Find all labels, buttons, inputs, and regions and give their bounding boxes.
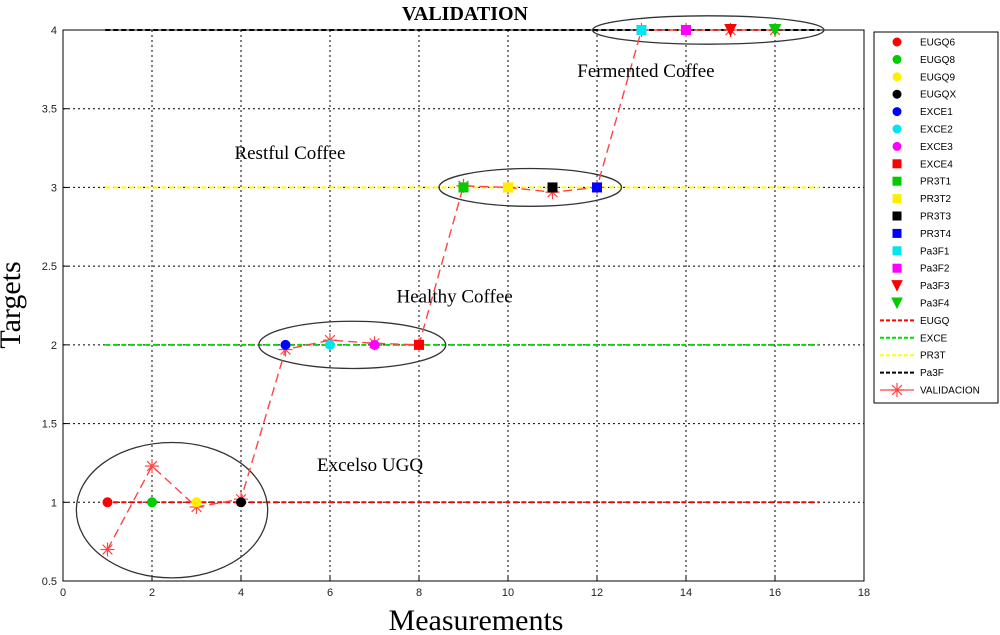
x-tick-label: 14 [680, 587, 692, 599]
chart-title: VALIDATION [402, 3, 529, 25]
y-tick-label: 3.5 [42, 104, 57, 116]
legend-label: EUGQ6 [920, 38, 955, 49]
legend-label: PR3T3 [920, 212, 952, 223]
legend-marker-pa3f2 [892, 263, 902, 273]
annotation-label: Healthy Coffee [396, 286, 512, 307]
x-tick-label: 6 [327, 587, 333, 599]
group-ellipse-1 [75, 441, 269, 579]
legend-marker-eugq6 [892, 37, 902, 47]
legend-label: PR3T [920, 351, 946, 362]
y-tick-label: 0.5 [42, 576, 57, 588]
point-pr3t1 [458, 182, 469, 193]
legend-marker-pr3t1 [892, 176, 902, 186]
x-tick-label: 8 [416, 587, 422, 599]
validation-point [145, 459, 159, 474]
x-tick-label: 16 [769, 587, 781, 599]
legend-label: EXCE3 [920, 142, 953, 153]
point-exce2 [325, 339, 335, 350]
point-eugq8 [147, 497, 157, 508]
legend-label: EUGQ9 [920, 72, 955, 83]
legend-marker-pr3t4 [892, 228, 902, 238]
x-tick-labels: 0 2 4 6 8 10 12 14 16 18 [60, 587, 870, 599]
legend-label: EUGQX [920, 90, 956, 101]
legend: EUGQ6 EUGQ8 EUGQ9 EUGQX EXCE1 EXCE2 EXCE3 EXCE4… [873, 31, 999, 404]
legend-label: PR3T2 [920, 194, 952, 205]
legend-marker-validacion [890, 383, 904, 397]
point-eugqx [236, 497, 246, 508]
legend-marker-exce2 [892, 124, 902, 134]
validation-point [100, 542, 115, 557]
legend-label: EUGQ [920, 316, 950, 327]
annotation-label: Fermented Coffee [577, 61, 714, 82]
y-tick-label: 2 [51, 340, 57, 352]
legend-label: VALIDACION [920, 386, 980, 397]
point-exce4 [414, 339, 424, 350]
y-axis-label: Targets [0, 261, 27, 348]
legend-label: PR3T1 [920, 177, 952, 188]
legend-marker-eugqx [892, 89, 902, 99]
x-tick-label: 18 [858, 587, 870, 599]
legend-label: PR3T4 [920, 229, 952, 240]
legend-label: EXCE2 [920, 125, 953, 136]
point-pr3t2 [503, 182, 513, 193]
x-tick-label: 2 [149, 587, 155, 599]
legend-label: Pa3F3 [920, 281, 950, 292]
legend-label: Pa3F4 [920, 299, 950, 310]
legend-marker-pr3t3 [892, 211, 902, 221]
legend-label: Pa3F1 [920, 246, 950, 257]
point-pa3f1 [636, 25, 647, 35]
y-tick-label: 1.5 [42, 419, 57, 431]
legend-label: EXCE1 [920, 107, 953, 118]
annotation-label: Restful Coffee [234, 143, 345, 164]
point-pr3t3 [547, 182, 558, 193]
legend-marker-pa3f1 [892, 246, 902, 256]
x-axis-label: Measurements [389, 604, 564, 635]
point-pa3f2 [681, 25, 691, 35]
y-tick-label: 1 [51, 497, 57, 509]
legend-label: EXCE [920, 333, 948, 344]
point-pa3f4 [768, 24, 782, 37]
point-eugq6 [102, 497, 113, 508]
x-tick-label: 12 [591, 587, 603, 599]
x-tick-label: 4 [238, 587, 244, 599]
group-ellipse-3 [438, 167, 623, 207]
point-pr3t4 [592, 182, 602, 193]
legend-label: EXCE4 [920, 159, 953, 170]
legend-marker-exce3 [892, 141, 902, 151]
legend-marker-pa3f4 [891, 297, 903, 310]
annotation-label: Excelso UGQ [317, 455, 423, 476]
y-tick-label: 4 [51, 25, 57, 37]
point-exce3 [369, 339, 380, 350]
legend-marker-eugq8 [892, 54, 902, 64]
group-ellipse-2 [258, 320, 447, 370]
point-exce1 [280, 339, 291, 350]
y-tick-labels: 0.5 1 1.5 2 2.5 3 3.5 4 [42, 25, 57, 588]
y-tick-label: 2.5 [42, 261, 57, 273]
x-tick-label: 10 [502, 587, 514, 599]
point-pa3f3 [724, 24, 737, 37]
legend-marker-eugq9 [892, 72, 902, 82]
legend-label: Pa3F [920, 368, 944, 379]
legend-label: EUGQ8 [920, 55, 955, 66]
plot-area [62, 29, 865, 582]
group-ellipse-4 [591, 15, 825, 45]
point-eugq9 [191, 497, 202, 508]
group-ellipses [75, 15, 825, 579]
annotations: Excelso UGQ Healthy Coffee Restful Coffee F… [234, 61, 714, 476]
legend-marker-exce4 [892, 159, 902, 169]
legend-marker-pa3f3 [891, 280, 903, 292]
legend-label: Pa3F2 [920, 264, 950, 275]
x-tick-label: 0 [60, 587, 66, 599]
legend-marker-pr3t2 [892, 194, 902, 204]
legend-marker-exce1 [892, 107, 902, 117]
y-tick-label: 3 [51, 182, 57, 194]
sample-points [102, 24, 782, 508]
